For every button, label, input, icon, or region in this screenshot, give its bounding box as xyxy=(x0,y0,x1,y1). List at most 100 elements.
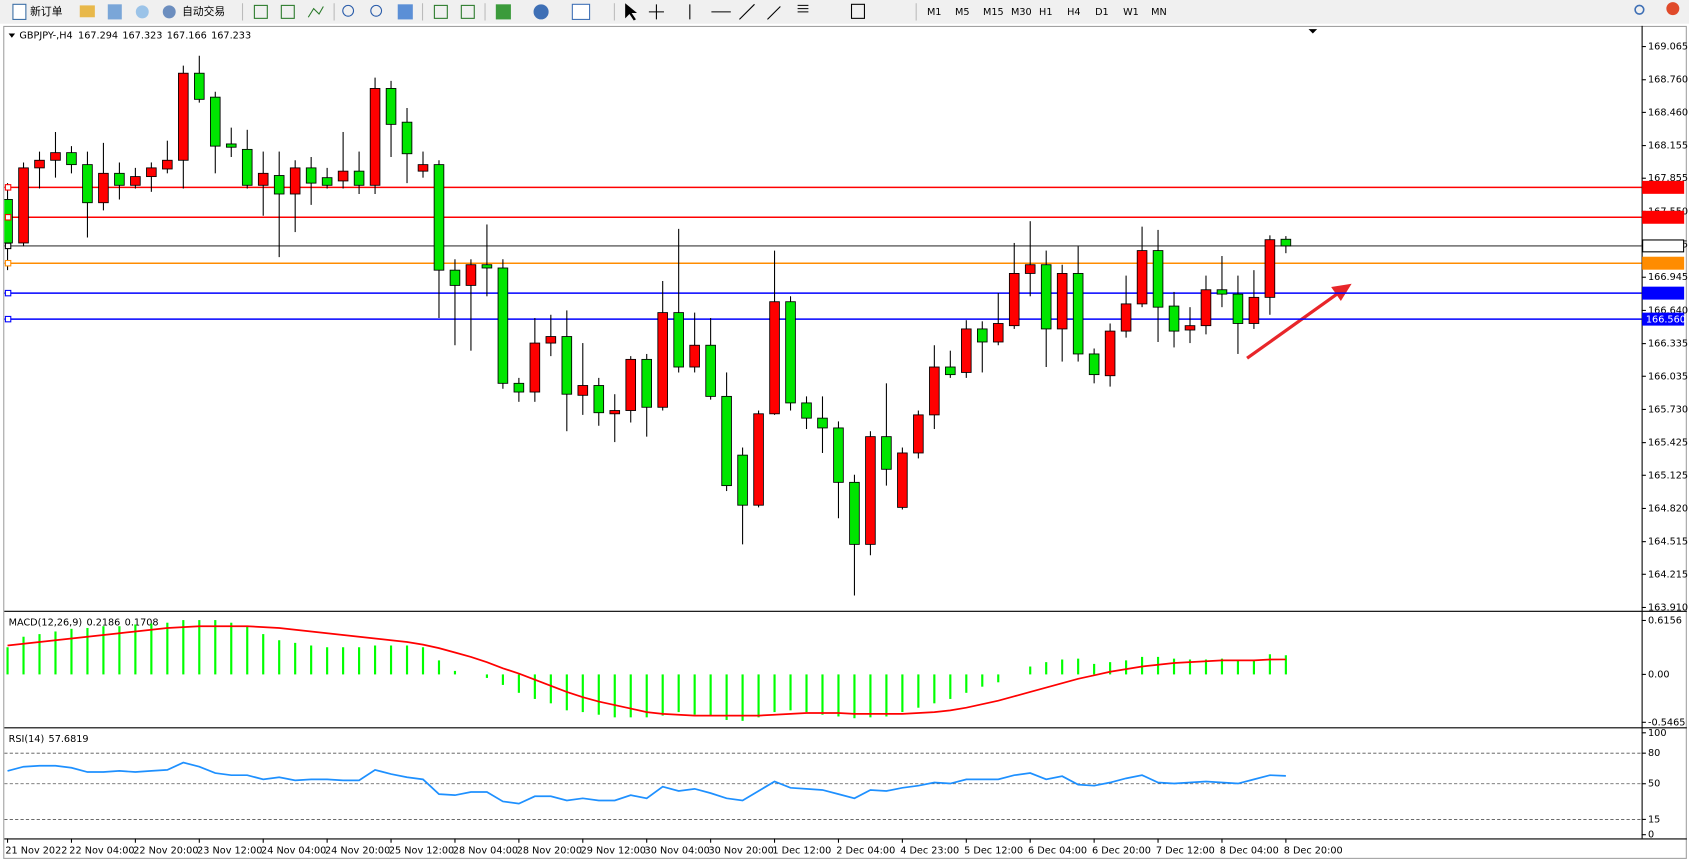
macd-bar xyxy=(6,647,9,675)
timeframe-button[interactable]: M5 xyxy=(955,7,970,18)
level-anchor xyxy=(4,184,12,191)
icon[interactable] xyxy=(280,4,295,19)
zoom-out[interactable] xyxy=(370,4,383,17)
icon[interactable] xyxy=(460,4,475,19)
candle-body xyxy=(929,366,940,416)
candle-body xyxy=(273,175,285,195)
price-level-label-bg xyxy=(1642,239,1685,253)
y-tick-label: 168.460 xyxy=(1648,107,1688,118)
macd-bar xyxy=(118,626,121,675)
x-tick-label: 5 Dec 12:00 xyxy=(964,845,1023,856)
icon[interactable] xyxy=(79,5,95,18)
macd-bar xyxy=(597,674,600,715)
search[interactable] xyxy=(1634,4,1645,15)
macd-bar xyxy=(389,645,393,675)
macd-bar xyxy=(421,647,425,675)
y-tick-label: 15 xyxy=(1648,814,1660,825)
candle-body xyxy=(1248,296,1260,324)
macd-bar xyxy=(677,674,680,713)
label-tool[interactable] xyxy=(850,3,865,19)
timeframe-button[interactable]: MN xyxy=(1151,7,1167,18)
timeframe-button[interactable]: H1 xyxy=(1039,7,1052,18)
candle-body xyxy=(753,413,764,506)
rsi-header: RSI(14) 57.6819 xyxy=(9,734,89,745)
icon[interactable] xyxy=(307,6,324,18)
icon[interactable] xyxy=(495,4,511,20)
macd-bar xyxy=(134,624,137,675)
timeframe-button[interactable]: D1 xyxy=(1095,7,1109,18)
candle-body xyxy=(961,328,972,373)
icon[interactable] xyxy=(433,4,448,19)
rsi-value: 57.6819 xyxy=(49,734,89,745)
candle-body xyxy=(561,336,573,395)
icon[interactable] xyxy=(533,4,549,20)
timeframe-button[interactable]: M1 xyxy=(927,7,942,18)
timeframe-button[interactable]: M15 xyxy=(983,7,1004,18)
macd-bar xyxy=(757,674,760,718)
macd-bar xyxy=(1140,656,1144,675)
candle-body xyxy=(194,72,205,100)
candle-body xyxy=(178,72,189,161)
icon[interactable] xyxy=(107,4,122,20)
new-order-button[interactable]: 新订单 xyxy=(30,5,63,18)
macd-bar xyxy=(949,674,952,699)
y-tick-label: 0 xyxy=(1648,830,1654,841)
macd-bar xyxy=(150,623,153,675)
timeframe-button[interactable]: M30 xyxy=(1011,7,1032,18)
macd-bar xyxy=(278,640,281,675)
candle-body xyxy=(1104,330,1116,377)
timeframe-button[interactable]: H4 xyxy=(1067,7,1080,18)
cursor-tool[interactable] xyxy=(625,3,638,21)
macd-bar xyxy=(821,674,824,715)
price-level-label-bg xyxy=(1642,210,1685,224)
y-tick-label: 166.035 xyxy=(1648,371,1688,382)
candle-body xyxy=(497,267,509,384)
macd-bar xyxy=(166,622,169,675)
macd-bar xyxy=(1284,655,1287,675)
y-tick-label: 164.515 xyxy=(1648,537,1688,548)
candle-body xyxy=(721,395,732,487)
timeframe-button[interactable]: W1 xyxy=(1123,7,1139,18)
candle-body xyxy=(50,152,61,161)
crosshair-tool[interactable] xyxy=(648,4,664,20)
candle-body xyxy=(529,342,541,393)
candle-body xyxy=(817,417,828,429)
x-tick-label: 6 Dec 20:00 xyxy=(1092,845,1151,856)
notifications[interactable] xyxy=(1666,2,1680,16)
candle-body xyxy=(162,159,173,170)
macd-bar xyxy=(581,674,584,713)
macd-bar xyxy=(645,674,648,718)
icon[interactable] xyxy=(397,4,413,20)
macd-bar xyxy=(405,645,409,675)
icon[interactable] xyxy=(571,3,591,20)
candle-body xyxy=(705,344,716,397)
candle-body xyxy=(114,172,125,186)
rsi-title: RSI(14) xyxy=(9,734,45,745)
y-tick-label: -0.5465 xyxy=(1648,717,1685,728)
macd-bar xyxy=(373,645,377,675)
macd-bar xyxy=(1029,666,1032,675)
macd-bar xyxy=(1188,659,1192,675)
arrow-shaft xyxy=(1246,290,1342,360)
icon[interactable] xyxy=(135,5,149,19)
y-tick-label: 166.945 xyxy=(1648,272,1688,283)
symbol-header: GBPJPY-,H4 167.294 167.323 167.166 167.233 xyxy=(19,31,251,42)
macd-bar xyxy=(198,620,201,675)
candle-body xyxy=(833,427,844,483)
zoom-in[interactable] xyxy=(342,4,355,17)
candle-body xyxy=(737,454,748,506)
new-order-icon[interactable] xyxy=(12,3,27,20)
candle-body xyxy=(545,336,557,344)
drawing-tools[interactable] xyxy=(689,3,809,20)
candle-body xyxy=(1072,272,1084,355)
auto-trading-icon[interactable] xyxy=(162,5,176,19)
candle-body xyxy=(241,148,253,186)
level-anchor xyxy=(4,242,12,250)
macd-bar xyxy=(326,647,329,675)
macd-bar xyxy=(38,634,41,675)
candle-body xyxy=(369,88,381,186)
y-tick-label: 100 xyxy=(1648,728,1666,739)
icon[interactable] xyxy=(253,4,268,19)
auto-trading-button[interactable]: 自动交易 xyxy=(182,5,225,18)
